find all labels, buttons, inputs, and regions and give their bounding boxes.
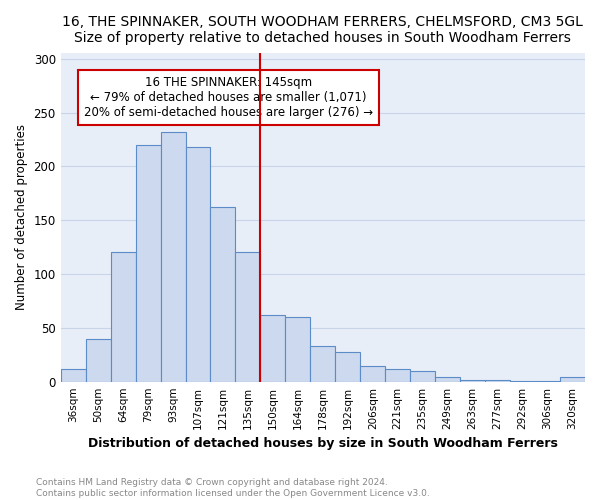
Bar (460, 380, 485, 382)
Bar (211, 208, 235, 382)
Bar (235, 252, 260, 382)
Bar (86, 338, 110, 382)
Y-axis label: Number of detached properties: Number of detached properties (15, 124, 28, 310)
Text: 16 THE SPINNAKER: 145sqm
← 79% of detached houses are smaller (1,071)
20% of sem: 16 THE SPINNAKER: 145sqm ← 79% of detach… (84, 76, 373, 120)
Bar (136, 145, 161, 382)
Bar (310, 346, 335, 382)
Title: 16, THE SPINNAKER, SOUTH WOODHAM FERRERS, CHELMSFORD, CM3 5GL
Size of property r: 16, THE SPINNAKER, SOUTH WOODHAM FERRERS… (62, 15, 583, 45)
Text: Contains HM Land Registry data © Crown copyright and database right 2024.
Contai: Contains HM Land Registry data © Crown c… (36, 478, 430, 498)
Bar (335, 352, 360, 382)
Bar (510, 380, 535, 382)
X-axis label: Distribution of detached houses by size in South Woodham Ferrers: Distribution of detached houses by size … (88, 437, 558, 450)
Bar (286, 317, 310, 382)
Bar (61, 369, 86, 382)
Bar (260, 315, 286, 382)
Bar (560, 378, 585, 382)
Bar (410, 371, 435, 382)
Bar (360, 366, 385, 382)
Bar (535, 380, 560, 382)
Bar (110, 252, 136, 382)
Bar (161, 132, 185, 382)
Bar (435, 378, 460, 382)
Bar (185, 147, 211, 382)
Bar (485, 380, 510, 382)
Bar (385, 369, 410, 382)
